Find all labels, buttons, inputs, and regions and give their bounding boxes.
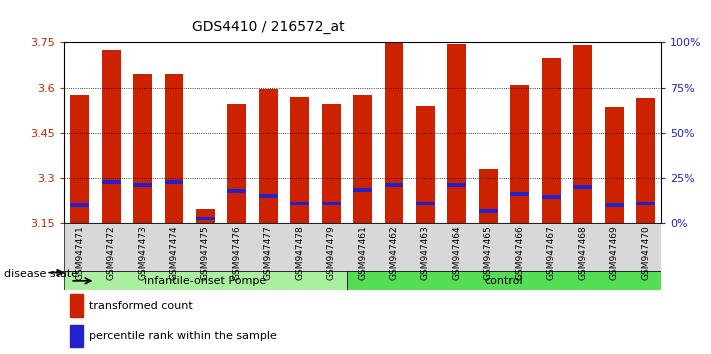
- Bar: [573, 45, 592, 223]
- Bar: [447, 44, 466, 223]
- Text: GSM947472: GSM947472: [107, 225, 116, 280]
- Text: GSM947465: GSM947465: [484, 225, 493, 280]
- Bar: [133, 74, 152, 223]
- Bar: [228, 104, 246, 223]
- Bar: [636, 201, 655, 205]
- Bar: [102, 50, 121, 223]
- Text: percentile rank within the sample: percentile rank within the sample: [89, 331, 277, 341]
- Text: GSM947469: GSM947469: [609, 225, 619, 280]
- Bar: [196, 217, 215, 221]
- Bar: [636, 98, 655, 223]
- Bar: [353, 188, 372, 192]
- Text: GSM947475: GSM947475: [201, 225, 210, 280]
- Bar: [259, 194, 278, 198]
- Bar: [604, 203, 624, 207]
- Text: GSM947463: GSM947463: [421, 225, 430, 280]
- Bar: [479, 169, 498, 223]
- Text: GSM947473: GSM947473: [138, 225, 147, 280]
- Bar: [70, 95, 89, 223]
- Text: GSM947466: GSM947466: [515, 225, 524, 280]
- Bar: [196, 210, 215, 223]
- Bar: [447, 183, 466, 187]
- Bar: [133, 183, 152, 187]
- Bar: [353, 95, 372, 223]
- Bar: [70, 203, 89, 207]
- Bar: [479, 209, 498, 213]
- Bar: [385, 42, 403, 223]
- Text: GSM947467: GSM947467: [547, 225, 556, 280]
- Bar: [228, 189, 246, 193]
- Text: GSM947477: GSM947477: [264, 225, 273, 280]
- Text: GSM947461: GSM947461: [358, 225, 367, 280]
- Text: GSM947464: GSM947464: [452, 225, 461, 280]
- Text: GSM947476: GSM947476: [232, 225, 241, 280]
- Bar: [164, 74, 183, 223]
- Bar: [416, 105, 435, 223]
- Text: disease state: disease state: [4, 269, 77, 279]
- Bar: [542, 57, 561, 223]
- Bar: [102, 181, 121, 184]
- Bar: [322, 104, 341, 223]
- Text: GSM947468: GSM947468: [578, 225, 587, 280]
- Bar: [510, 85, 529, 223]
- Bar: [64, 272, 347, 290]
- Bar: [542, 195, 561, 199]
- Text: GDS4410 / 216572_at: GDS4410 / 216572_at: [192, 19, 345, 34]
- Text: GSM947470: GSM947470: [641, 225, 650, 280]
- Bar: [416, 201, 435, 205]
- Text: GSM947474: GSM947474: [169, 225, 178, 280]
- Bar: [604, 107, 624, 223]
- Text: control: control: [485, 276, 523, 286]
- Text: infantile-onset Pompe: infantile-onset Pompe: [144, 276, 267, 286]
- Text: GSM947471: GSM947471: [75, 225, 84, 280]
- Bar: [64, 223, 661, 272]
- Text: transformed count: transformed count: [89, 301, 193, 311]
- Text: GSM947479: GSM947479: [326, 225, 336, 280]
- Bar: [573, 185, 592, 189]
- Bar: [70, 295, 83, 317]
- Bar: [510, 193, 529, 196]
- Bar: [259, 89, 278, 223]
- Bar: [290, 97, 309, 223]
- Bar: [164, 181, 183, 184]
- Bar: [70, 325, 83, 348]
- Bar: [385, 183, 403, 187]
- Text: GSM947462: GSM947462: [390, 225, 399, 280]
- Bar: [322, 201, 341, 205]
- Text: GSM947478: GSM947478: [295, 225, 304, 280]
- Bar: [347, 272, 661, 290]
- Bar: [290, 201, 309, 205]
